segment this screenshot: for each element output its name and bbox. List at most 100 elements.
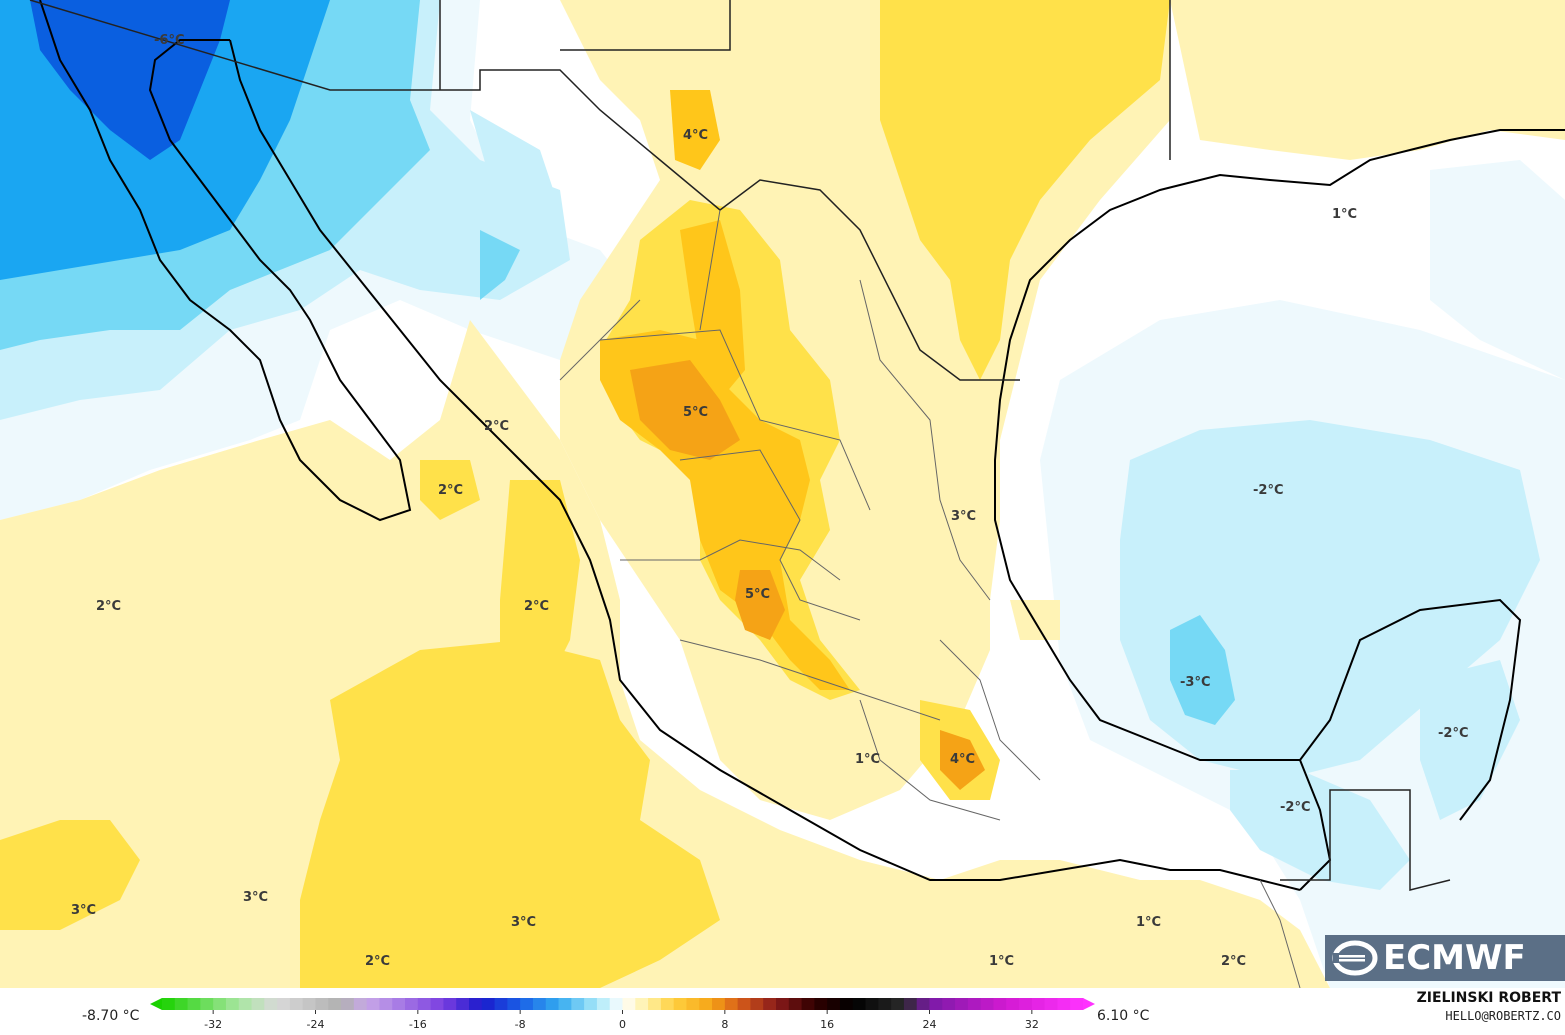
- colorbar-band: [366, 998, 380, 1010]
- colorbar-band: [891, 998, 905, 1010]
- contour-label: 1°C: [1136, 915, 1161, 930]
- colorbar-band: [942, 998, 956, 1010]
- author-credit: ZIELINSKI ROBERT: [1416, 990, 1561, 1006]
- colorbar-band: [443, 998, 457, 1010]
- colorbar-tick-label: -24: [307, 1018, 325, 1031]
- colorbar-band: [967, 998, 982, 1010]
- colorbar-min-arrow: [150, 998, 162, 1010]
- contour-label: 2°C: [96, 599, 121, 614]
- contour-label: 1°C: [1332, 207, 1357, 222]
- colorbar-band: [852, 998, 867, 1010]
- colorbar-band: [430, 998, 444, 1010]
- colorbar-band: [174, 998, 189, 1010]
- colorbar-band: [776, 998, 790, 1010]
- colorbar-band: [315, 998, 329, 1010]
- colorbar-band: [929, 998, 943, 1010]
- colorbar-band: [814, 998, 828, 1010]
- contour-label: 4°C: [950, 752, 975, 767]
- contour-labels: -6°C 4°C 5°C 2°C 2°C 2°C 2°C 5°C 3°C -2°…: [71, 33, 1468, 969]
- colorbar-tick-label: 8: [721, 1018, 728, 1031]
- colorbar-max-value: 6.10 °C: [1097, 1008, 1150, 1024]
- colorbar-band: [699, 998, 713, 1010]
- colorbar-band: [225, 998, 240, 1010]
- warm-yellow-region: [0, 0, 1170, 988]
- colorbar-band: [341, 998, 355, 1010]
- colorbar-band: [264, 998, 278, 1010]
- contour-label: -2°C: [1280, 800, 1310, 815]
- contour-label: 4°C: [683, 128, 708, 143]
- contour-label: -6°C: [154, 33, 184, 48]
- colorbar-band: [1019, 998, 1033, 1010]
- contour-label: 3°C: [243, 890, 268, 905]
- colorbar-tick-label: 24: [923, 1018, 937, 1031]
- colorbar-band: [712, 998, 726, 1010]
- colorbar-band: [673, 998, 687, 1010]
- colorbar-band: [622, 998, 636, 1010]
- colorbar-band: [609, 998, 623, 1010]
- colorbar-band: [1031, 998, 1046, 1010]
- contour-label: 3°C: [951, 509, 976, 524]
- colorbar-band: [392, 998, 406, 1010]
- colorbar-band: [916, 998, 930, 1010]
- colorbar-band: [903, 998, 918, 1010]
- colorbar-min-value: -8.70 °C: [82, 1008, 140, 1024]
- colorbar-band: [596, 998, 611, 1010]
- colorbar-band: [839, 998, 854, 1010]
- contour-label: 2°C: [1221, 954, 1246, 969]
- colorbar-tick-label: 0: [619, 1018, 626, 1031]
- colorbar-band: [686, 998, 700, 1010]
- colorbar-band: [788, 998, 803, 1010]
- colorbar-band: [763, 998, 777, 1010]
- colorbar-band: [878, 998, 892, 1010]
- gulf-cold-region: [1040, 160, 1565, 988]
- contour-label: 3°C: [511, 915, 536, 930]
- colorbar-band: [238, 998, 253, 1010]
- temperature-anomaly-map: -6°C 4°C 5°C 2°C 2°C 2°C 2°C 5°C 3°C -2°…: [0, 0, 1565, 988]
- colorbar-band: [635, 998, 649, 1010]
- ecmwf-logo: ECMWF: [1325, 935, 1565, 981]
- contour-label: 2°C: [438, 483, 463, 498]
- colorbar-band: [520, 998, 534, 1010]
- state-borders: [559, 209, 1301, 988]
- author-email: HELLO@ROBERTZ.CO: [1445, 1009, 1561, 1023]
- contour-label: -2°C: [1253, 483, 1283, 498]
- colorbar-tick-label: -32: [204, 1018, 222, 1031]
- colorbar-band: [251, 998, 265, 1010]
- colorbar-band: [648, 998, 662, 1010]
- colorbar-band: [660, 998, 675, 1010]
- colorbar-band: [213, 998, 227, 1010]
- colorbar-bands: [150, 998, 1095, 1010]
- colorbar-band: [289, 998, 304, 1010]
- colorbar-band: [993, 998, 1007, 1010]
- contour-label: 2°C: [524, 599, 549, 614]
- colorbar-band: [456, 998, 470, 1010]
- contour-label: 2°C: [484, 419, 509, 434]
- colorbar-band: [277, 998, 291, 1010]
- warm-gold-region: [600, 90, 985, 790]
- colorbar-band: [200, 998, 214, 1010]
- contour-label: 3°C: [71, 903, 96, 918]
- colorbar-band: [353, 998, 368, 1010]
- colorbar-tick-label: -16: [409, 1018, 427, 1031]
- colorbar-tick-label: 16: [820, 1018, 834, 1031]
- colorbar-band: [379, 998, 393, 1010]
- contour-label: -2°C: [1438, 726, 1468, 741]
- colorbar-max-arrow: [1083, 998, 1095, 1010]
- contour-label: 5°C: [683, 405, 708, 420]
- colorbar-band: [750, 998, 764, 1010]
- colorbar-band: [571, 998, 585, 1010]
- colorbar-band: [302, 998, 316, 1010]
- ecmwf-logo-text: ECMWF: [1383, 938, 1526, 978]
- colorbar-band: [827, 998, 841, 1010]
- colorbar-band: [469, 998, 483, 1010]
- colorbar-band: [187, 998, 201, 1010]
- colorbar: -32 -24 -16 -8 0 8 16 24 32: [150, 998, 1095, 1031]
- colorbar-band: [328, 998, 342, 1010]
- colorbar-tick-label: 32: [1025, 1018, 1039, 1031]
- contour-label: 2°C: [365, 954, 390, 969]
- colorbar-ticks: -32 -24 -16 -8 0 8 16 24 32: [204, 1010, 1039, 1031]
- colorbar-band: [801, 998, 815, 1010]
- colorbar-band: [1006, 998, 1020, 1010]
- colorbar-band: [162, 998, 176, 1010]
- colorbar-band: [737, 998, 751, 1010]
